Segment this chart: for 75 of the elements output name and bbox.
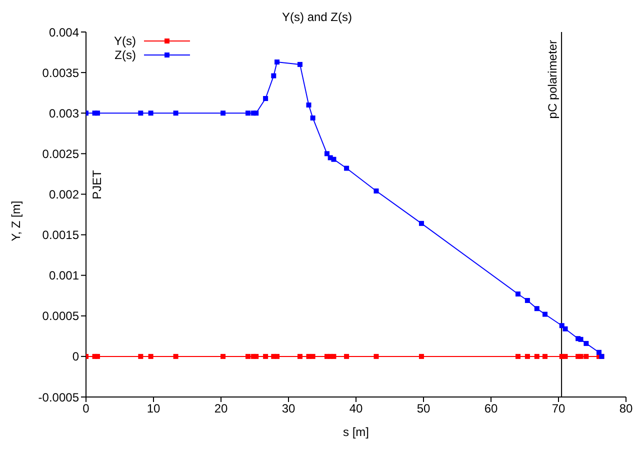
point <box>254 354 259 359</box>
point <box>263 96 268 102</box>
point <box>331 156 336 162</box>
point <box>297 62 302 67</box>
point <box>578 354 584 359</box>
point <box>274 60 280 65</box>
point <box>374 354 379 359</box>
point <box>534 306 540 312</box>
point <box>542 312 548 317</box>
ref-line-label: pC polarimeter <box>546 40 560 119</box>
point <box>516 291 520 296</box>
x-tick-label: 50 <box>416 402 430 416</box>
point <box>524 354 530 359</box>
point <box>310 354 316 359</box>
point <box>562 354 568 359</box>
point <box>271 73 276 78</box>
y-tick-label: 0 <box>72 350 80 364</box>
x-tick-label: 60 <box>484 402 498 416</box>
point <box>173 110 178 116</box>
x-tick-label: 0 <box>82 402 90 416</box>
point <box>138 110 144 116</box>
point <box>324 151 330 156</box>
x-tick-label: 20 <box>214 402 228 416</box>
point <box>263 354 268 359</box>
y-tick-label: 0.002 <box>48 187 80 202</box>
point <box>584 354 589 359</box>
point <box>173 354 178 359</box>
point <box>148 354 154 359</box>
point <box>297 354 302 359</box>
point <box>344 354 350 359</box>
x-axis-title: s [m] <box>342 425 370 439</box>
point <box>534 354 540 359</box>
point <box>344 166 350 171</box>
point <box>94 110 100 116</box>
point <box>306 102 312 108</box>
legend-label: Y(s) <box>113 34 136 48</box>
point <box>310 115 316 120</box>
x-tick-label: 40 <box>349 402 363 416</box>
y-tick-label: 0.0005 <box>42 309 80 324</box>
point <box>274 354 280 359</box>
point <box>562 326 568 332</box>
y-tick-label: 0.0025 <box>42 146 80 161</box>
point <box>254 110 259 116</box>
point <box>418 220 424 226</box>
point <box>542 354 548 359</box>
point <box>246 354 250 359</box>
x-tick-label: 80 <box>619 402 633 416</box>
point <box>559 323 564 328</box>
x-tick-label: 70 <box>552 402 566 416</box>
point <box>524 298 530 303</box>
chart-title: Y(s) and Z(s) <box>280 10 353 24</box>
annotation: PJET <box>90 170 104 200</box>
y-tick-label: 0.0015 <box>42 228 80 242</box>
y-tick-label: 0.004 <box>48 25 80 40</box>
point <box>220 110 226 116</box>
point <box>94 354 100 359</box>
point <box>578 336 584 342</box>
point <box>220 354 226 359</box>
point <box>331 354 336 359</box>
x-tick-label: 30 <box>282 402 296 416</box>
y-tick-label: 0.003 <box>48 106 80 120</box>
point <box>138 354 144 359</box>
y-tick-label: 0.0035 <box>42 66 80 80</box>
point <box>246 110 250 116</box>
point <box>418 354 424 359</box>
y-tick-label: -0.0005 <box>38 390 80 404</box>
point <box>584 340 589 346</box>
point <box>516 354 520 359</box>
point <box>148 110 154 116</box>
x-tick-label: 10 <box>146 402 160 416</box>
point <box>374 188 379 194</box>
y-axis-title: Y, Z [m] <box>9 200 23 244</box>
point <box>596 350 602 355</box>
legend-label: Z(s) <box>114 48 136 62</box>
y-tick-label: 0.001 <box>48 268 80 283</box>
